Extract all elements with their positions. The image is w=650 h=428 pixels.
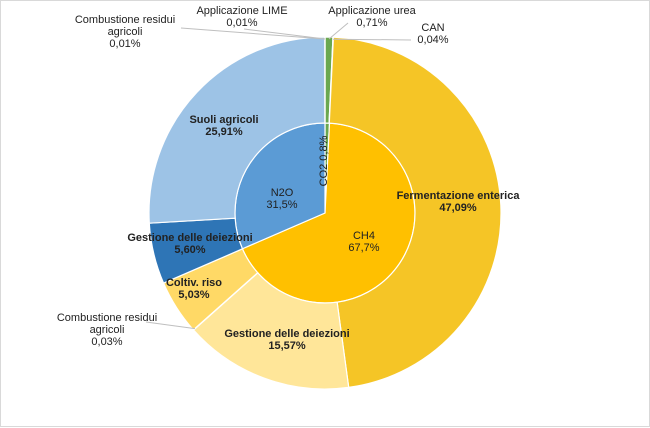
leader-applicazione-urea bbox=[329, 23, 348, 39]
label-co2: CO2 0,8% bbox=[318, 135, 330, 186]
